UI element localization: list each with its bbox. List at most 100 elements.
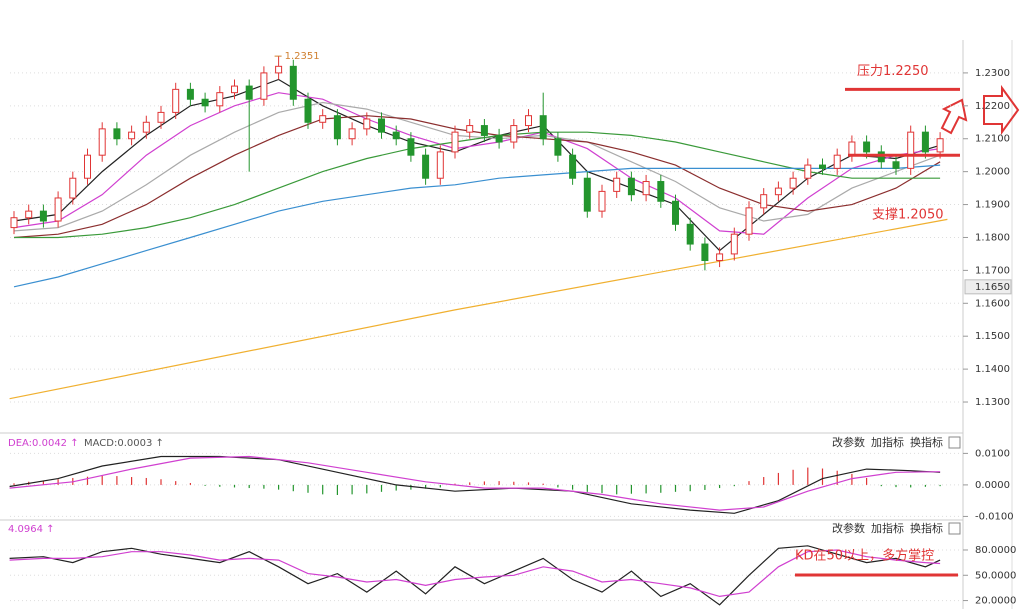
last-price-box bbox=[964, 279, 1012, 295]
candle-body bbox=[363, 118, 371, 130]
candle-body bbox=[128, 131, 136, 140]
indicator-line bbox=[13, 164, 941, 288]
candle-body bbox=[686, 223, 694, 245]
candle-body bbox=[892, 161, 900, 169]
last-price-label: 1.1650 bbox=[975, 282, 1010, 293]
indicator-line bbox=[9, 549, 941, 598]
level-label: 压力1.2250 bbox=[857, 64, 929, 79]
candle-body bbox=[716, 253, 724, 262]
y-tick-label: 1.1700 bbox=[975, 265, 1010, 276]
y-tick-label: 1.1300 bbox=[975, 397, 1010, 408]
candle-body bbox=[657, 181, 665, 202]
candle-body bbox=[877, 151, 885, 163]
y-tick-label: 1.2300 bbox=[975, 68, 1010, 79]
candle-body bbox=[833, 154, 841, 169]
candle-body bbox=[466, 125, 474, 133]
candle-body bbox=[378, 118, 385, 133]
candle-body bbox=[319, 115, 327, 123]
candle-body bbox=[863, 141, 871, 153]
candle-body bbox=[157, 111, 165, 123]
candle-body bbox=[69, 177, 77, 199]
arrow-icon bbox=[940, 98, 968, 135]
kd-annotation: KD在50以上，多方掌控 bbox=[795, 548, 934, 564]
candle-body bbox=[921, 131, 929, 153]
candle-body bbox=[819, 164, 826, 169]
y-tick-label: 80.0000 bbox=[975, 545, 1016, 556]
candle-body bbox=[172, 88, 180, 113]
candle-body bbox=[304, 98, 312, 123]
candle-body bbox=[98, 128, 106, 156]
candle-body bbox=[554, 138, 562, 156]
candle-body bbox=[260, 72, 268, 100]
candle-body bbox=[275, 65, 283, 74]
candle-body bbox=[569, 154, 577, 179]
candle-body bbox=[289, 65, 297, 100]
candle-body bbox=[333, 115, 341, 140]
candle-body bbox=[10, 217, 18, 229]
candle-body bbox=[39, 210, 47, 222]
y-tick-label: 1.2100 bbox=[975, 134, 1010, 145]
candle-body bbox=[539, 115, 547, 140]
candle-body bbox=[495, 134, 503, 143]
candle-body bbox=[848, 141, 856, 156]
indicator-line bbox=[14, 131, 941, 239]
candle-body bbox=[142, 121, 150, 133]
candle-body bbox=[730, 233, 738, 255]
candle-body bbox=[701, 243, 709, 262]
panel-button: 改参数 bbox=[832, 435, 865, 449]
candle-body bbox=[113, 128, 121, 140]
y-tick-label: 1.2000 bbox=[975, 167, 1010, 178]
candle-body bbox=[642, 181, 650, 196]
peak-label: 1.2351 bbox=[285, 51, 320, 62]
level-label: 支撑1.2050 bbox=[872, 208, 944, 223]
candle-body bbox=[804, 164, 812, 179]
candle-body bbox=[789, 177, 797, 189]
candle-body bbox=[407, 138, 415, 156]
indicator-line bbox=[13, 78, 941, 252]
indicator-line bbox=[9, 218, 948, 400]
indicator-line bbox=[13, 92, 941, 235]
indicator-line bbox=[13, 101, 941, 232]
candle-body bbox=[613, 177, 621, 192]
candle-body bbox=[627, 177, 635, 196]
candle-body bbox=[936, 138, 944, 153]
close-button bbox=[948, 436, 961, 449]
y-tick-label: 1.1900 bbox=[975, 200, 1010, 211]
candle-body bbox=[583, 177, 591, 212]
candle-body bbox=[231, 85, 238, 94]
indicator-legend: 4.0964 ↑ bbox=[8, 524, 55, 535]
candle-body bbox=[84, 154, 91, 179]
y-tick-label: 0.0000 bbox=[975, 480, 1010, 491]
candle-body bbox=[186, 88, 194, 100]
candle-body bbox=[25, 210, 33, 219]
candle-body bbox=[451, 131, 459, 153]
candle-body bbox=[525, 115, 532, 127]
candle-body bbox=[760, 194, 768, 209]
close-button bbox=[948, 522, 961, 535]
candle-body bbox=[774, 187, 782, 196]
candle-body bbox=[348, 128, 356, 140]
panel-button: 改参数 bbox=[832, 521, 865, 535]
candle-body bbox=[392, 131, 400, 140]
indicator-line bbox=[9, 455, 941, 511]
panel-button: 加指标 bbox=[871, 435, 904, 449]
y-tick-label: 1.1400 bbox=[975, 364, 1010, 375]
candle-body bbox=[907, 131, 915, 169]
y-tick-label: 1.1800 bbox=[975, 232, 1010, 243]
candle-body bbox=[745, 207, 753, 235]
y-tick-label: 0.0100 bbox=[975, 448, 1010, 459]
panel-button: 加指标 bbox=[871, 521, 904, 535]
y-tick-label: 1.1500 bbox=[975, 331, 1010, 342]
candle-body bbox=[216, 92, 224, 107]
candle-body bbox=[245, 85, 253, 100]
candle-body bbox=[54, 197, 62, 222]
panel-button: 换指标 bbox=[910, 521, 943, 535]
candle-body bbox=[510, 125, 518, 143]
candle-body bbox=[672, 200, 679, 225]
candle-body bbox=[436, 151, 444, 179]
y-tick-label: 1.2200 bbox=[975, 101, 1010, 112]
y-tick-label: 50.0000 bbox=[975, 570, 1016, 581]
indicator-legend: MACD:0.0003 ↑ bbox=[84, 438, 164, 449]
